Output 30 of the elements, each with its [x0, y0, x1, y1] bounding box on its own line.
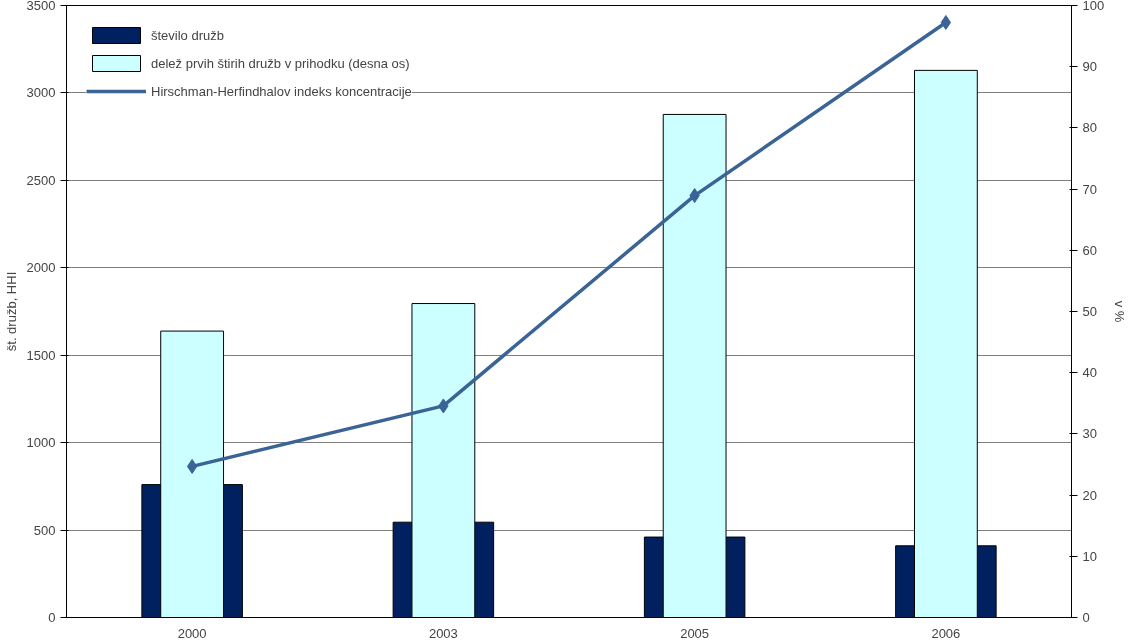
y2-tick-label: 60 [1082, 242, 1097, 258]
y2-tick-label: 10 [1082, 548, 1097, 564]
y-tick-label: 1500 [26, 347, 56, 363]
y2-tick-label: 90 [1082, 59, 1097, 75]
y-tick-label: 1000 [26, 435, 56, 451]
y-tick-label: 0 [48, 610, 56, 625]
legend-label: število družb [151, 27, 224, 43]
y-tick-label: 2000 [26, 260, 56, 276]
y2-tick-label: 20 [1082, 487, 1097, 503]
y2-tick-label: 0 [1082, 610, 1090, 625]
y-tick-label: 2500 [26, 172, 56, 188]
point [940, 14, 952, 30]
y-tick-label: 500 [33, 522, 56, 538]
y-axis-title: št. družb, HHI [3, 271, 19, 352]
legend-label: delež prvih štirih družb v prihodku (desna os) [151, 55, 410, 71]
y2-tick-label: 80 [1082, 120, 1097, 136]
y-tick-label: 3500 [26, 0, 56, 13]
point [186, 458, 198, 474]
x-tick-label: 2006 [931, 625, 961, 641]
y2-tick-label: 100 [1082, 0, 1105, 13]
legend-label: Hirschman-Herfindhalov indeks koncentracije [151, 83, 412, 99]
x-tick-label: 2005 [680, 625, 710, 641]
y2-tick-label: 50 [1082, 304, 1097, 319]
y2-tick-label: 70 [1082, 181, 1097, 197]
y-tick-label: 3000 [26, 85, 56, 101]
x-tick-label: 2003 [428, 625, 458, 641]
y2-tick-label: 40 [1082, 365, 1097, 381]
x-tick-label: 2000 [177, 625, 207, 641]
y2-axis-title: v % [1112, 300, 1128, 323]
y2-tick-label: 30 [1082, 426, 1097, 442]
